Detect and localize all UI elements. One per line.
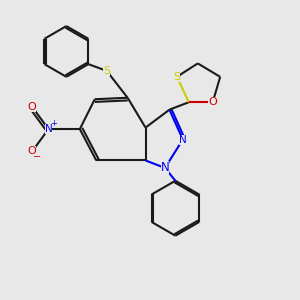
- Text: S: S: [173, 72, 180, 82]
- Text: N: N: [160, 161, 169, 174]
- Text: +: +: [50, 118, 57, 127]
- Text: N: N: [179, 134, 187, 145]
- Text: N: N: [45, 124, 52, 134]
- Text: O: O: [28, 102, 36, 112]
- Text: −: −: [33, 152, 41, 162]
- Text: O: O: [208, 97, 217, 107]
- Text: S: S: [103, 66, 110, 76]
- Text: O: O: [28, 146, 36, 157]
